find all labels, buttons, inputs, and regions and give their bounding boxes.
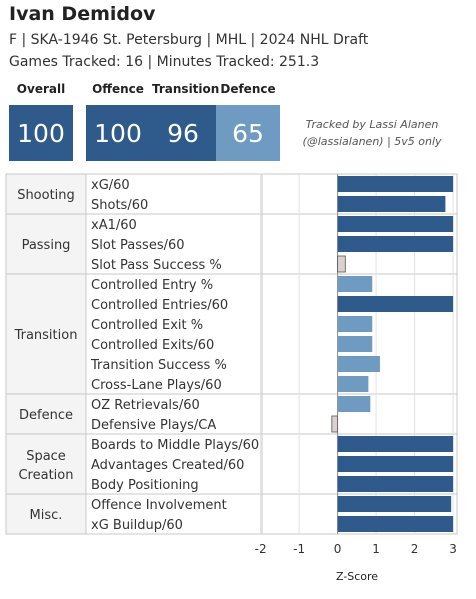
offence-header: Offence: [92, 82, 144, 96]
credit-line-2: (@lassialanen) | 5v5 only: [302, 135, 442, 148]
group-label: Creation: [18, 468, 73, 483]
plot-band: [261, 273, 458, 395]
group-label: Space: [26, 449, 66, 464]
metric-label: Boards to Middle Plays/60: [91, 438, 259, 453]
metric-band: [85, 393, 263, 435]
metric-band: [85, 273, 263, 395]
metric-label: Controlled Exits/60: [91, 338, 214, 353]
group-label: Misc.: [30, 508, 63, 523]
credit-line-1: Tracked by Lassi Alanen: [305, 118, 439, 131]
metric-label: xA1/60: [91, 218, 137, 233]
metric-bar: [337, 396, 371, 412]
metric-bar: [337, 236, 454, 252]
metric-label: OZ Retrievals/60: [91, 398, 200, 413]
player-name: Ivan Demidov: [9, 3, 156, 25]
transition-header: Transition: [152, 82, 220, 96]
x-tick-label: -1: [293, 542, 305, 556]
metric-bar: [337, 516, 454, 532]
metric-bar: [337, 216, 454, 232]
x-tick-label: 2: [411, 542, 419, 556]
x-tick-label: 0: [334, 542, 342, 556]
metric-bar: [337, 436, 454, 452]
tracking-summary: Games Tracked: 16 | Minutes Tracked: 251…: [9, 54, 320, 70]
metric-bar: [331, 415, 339, 433]
metric-bar: [337, 496, 452, 512]
metric-bar: [337, 336, 373, 352]
metric-band: [85, 433, 263, 495]
metric-label: Controlled Entry %: [91, 278, 213, 293]
x-tick-label: 1: [372, 542, 380, 556]
metric-label: Defensive Plays/CA: [91, 418, 216, 433]
metric-bar: [337, 456, 454, 472]
group-label: Passing: [22, 238, 71, 253]
x-axis-label: Z-Score: [335, 570, 379, 583]
metric-label: Transition Success %: [90, 358, 227, 373]
player-info: F | SKA-1946 St. Petersburg | MHL | 2024…: [9, 32, 369, 48]
overall-header: Overall: [16, 82, 66, 96]
defence-score: 65: [216, 105, 280, 161]
x-tick-label: -2: [255, 542, 267, 556]
metric-label: Cross-Lane Plays/60: [91, 378, 222, 393]
metric-label: Controlled Exit %: [91, 318, 203, 333]
metric-bar: [337, 255, 346, 273]
metric-bar: [337, 296, 454, 312]
offence-score: 100: [86, 105, 150, 161]
metric-label: Slot Passes/60: [91, 238, 185, 253]
metric-bar: [337, 476, 454, 492]
metric-label: Shots/60: [91, 198, 148, 213]
defence-header: Defence: [220, 82, 276, 96]
credit-note: Tracked by Lassi Alanen (@lassialanen) |…: [292, 116, 452, 150]
metric-bar: [337, 376, 369, 392]
group-label: Transition: [14, 328, 78, 343]
overall-score: 100: [9, 105, 73, 161]
group-label: Defence: [19, 408, 73, 423]
metric-bar: [337, 276, 373, 292]
metric-band: [85, 213, 263, 275]
x-tick-label: 3: [449, 542, 457, 556]
metric-label: xG Buildup/60: [91, 518, 183, 533]
group-label: Shooting: [17, 188, 75, 203]
metric-label: Body Positioning: [91, 478, 199, 493]
metric-label: Slot Pass Success %: [91, 258, 222, 273]
transition-score: 96: [150, 105, 216, 161]
metric-label: Advantages Created/60: [91, 458, 244, 473]
metric-label: Offence Involvement: [91, 498, 227, 513]
metric-label: Controlled Entries/60: [91, 298, 228, 313]
metric-bar: [337, 356, 380, 372]
metric-bar: [337, 196, 446, 212]
metric-label: xG/60: [91, 178, 130, 193]
metric-bar: [337, 176, 454, 192]
metric-bar: [337, 316, 373, 332]
